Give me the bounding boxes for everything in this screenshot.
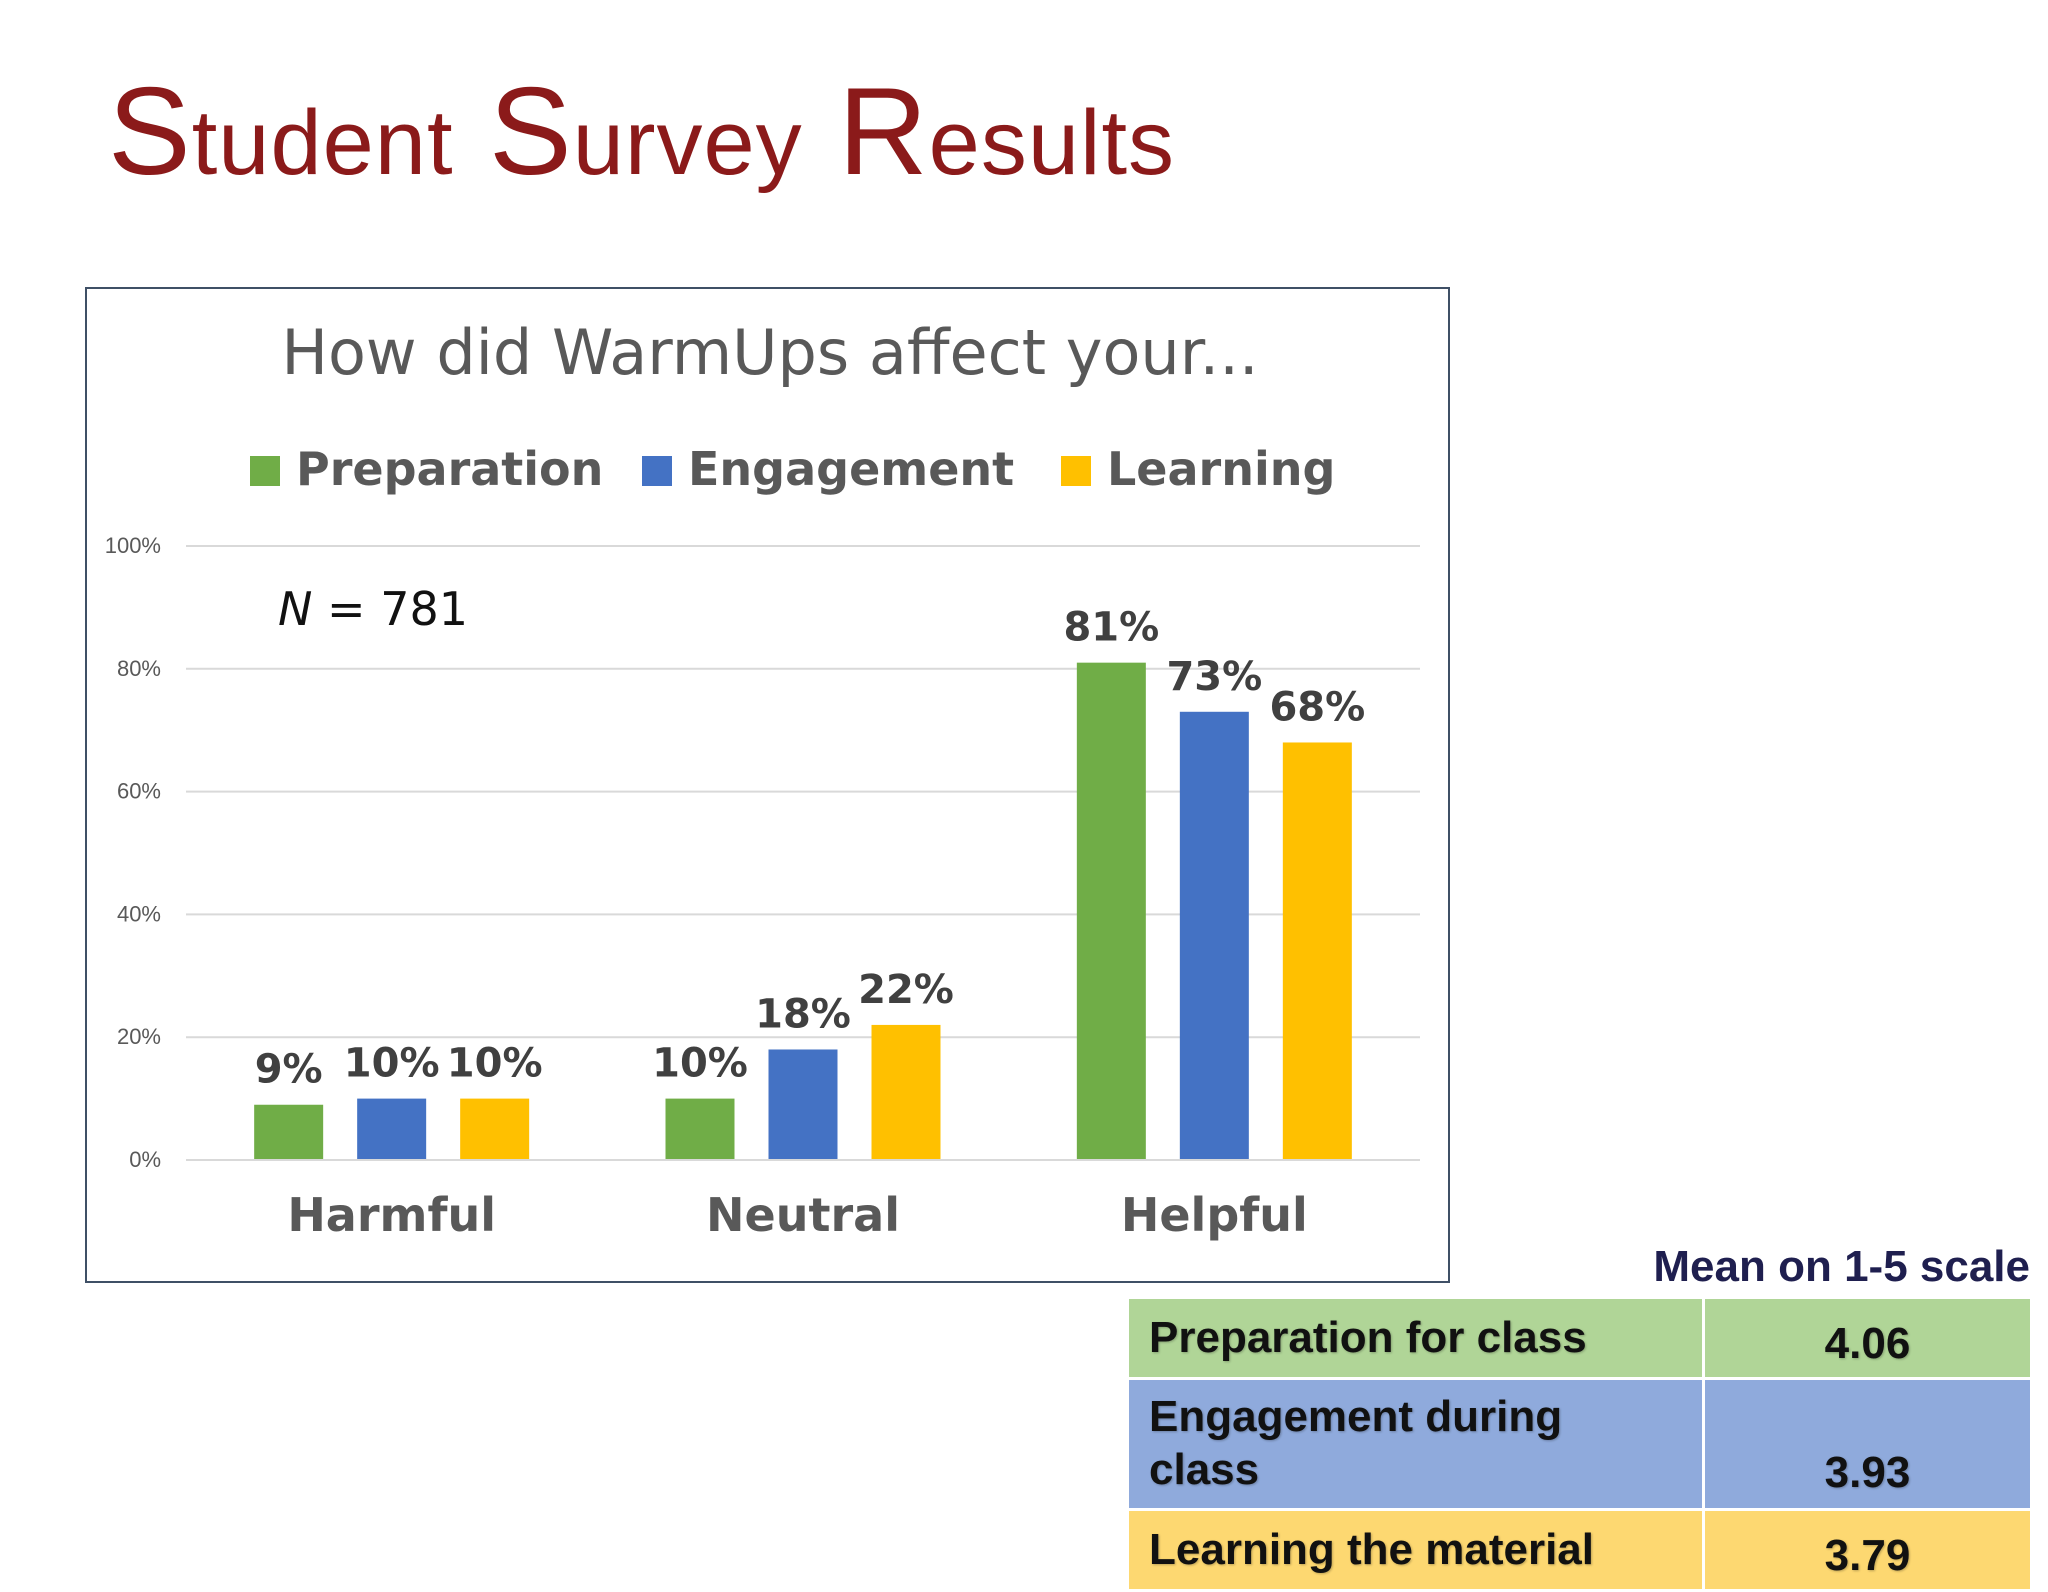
table-row: Learning the material 3.79	[1126, 1508, 2033, 1592]
mean-table: Preparation for class 4.06 Engagement du…	[1126, 1296, 2033, 1592]
bar	[665, 1098, 735, 1160]
bar	[254, 1104, 324, 1160]
bar	[1179, 711, 1249, 1160]
data-label: 18%	[755, 991, 851, 1037]
x-category-label: Helpful	[1121, 1188, 1308, 1242]
y-tick-label: 60%	[117, 779, 161, 804]
data-label: 22%	[858, 967, 954, 1013]
legend-swatch	[250, 456, 280, 486]
legend-entry: Engagement	[688, 442, 1014, 496]
slide-title: Student Survey Results	[108, 58, 1175, 207]
row-value: 4.06	[1702, 1296, 2033, 1380]
row-value: 3.79	[1702, 1508, 2033, 1592]
data-label: 10%	[652, 1041, 748, 1087]
sample-size-annotation: N = 781	[278, 582, 468, 636]
row-value: 3.93	[1702, 1377, 2033, 1511]
mean-table-header: Mean on 1-5 scale	[1653, 1242, 2030, 1291]
bar	[871, 1024, 941, 1160]
row-label: Preparation for class	[1126, 1296, 1705, 1380]
bar	[357, 1098, 427, 1160]
data-label: 68%	[1269, 684, 1365, 730]
bar	[768, 1049, 838, 1160]
legend-entry: Preparation	[296, 442, 603, 496]
title-word: Student	[108, 63, 454, 201]
y-tick-label: 100%	[105, 533, 161, 558]
data-label: 73%	[1166, 654, 1262, 700]
table-row: Engagement during class 3.93	[1126, 1377, 2033, 1511]
data-label: 9%	[255, 1047, 323, 1093]
data-label: 81%	[1063, 605, 1159, 651]
row-label: Engagement during class	[1126, 1377, 1705, 1511]
row-label: Learning the material	[1126, 1508, 1705, 1592]
bar	[460, 1098, 530, 1160]
x-category-label: Neutral	[706, 1188, 900, 1242]
y-tick-label: 80%	[117, 656, 161, 681]
chart-frame: How did WarmUps affect your... Preparatio…	[85, 287, 1450, 1283]
y-tick-label: 20%	[117, 1024, 161, 1049]
legend-entry: Learning	[1107, 442, 1335, 496]
legend-swatch	[1061, 456, 1091, 486]
legend-swatch	[642, 456, 672, 486]
table-row: Preparation for class 4.06	[1126, 1296, 2033, 1380]
x-category-label: Harmful	[287, 1188, 496, 1242]
data-label: 10%	[344, 1041, 440, 1087]
bar	[1076, 662, 1146, 1160]
y-tick-label: 0%	[129, 1147, 161, 1172]
y-tick-label: 40%	[117, 901, 161, 926]
title-word: Results	[838, 63, 1176, 201]
chart-title: How did WarmUps affect your...	[281, 316, 1258, 389]
bar	[1282, 742, 1352, 1160]
bar-chart: How did WarmUps affect your... Preparatio…	[105, 316, 1420, 1242]
title-word: Survey	[488, 63, 803, 201]
data-label: 10%	[447, 1041, 543, 1087]
